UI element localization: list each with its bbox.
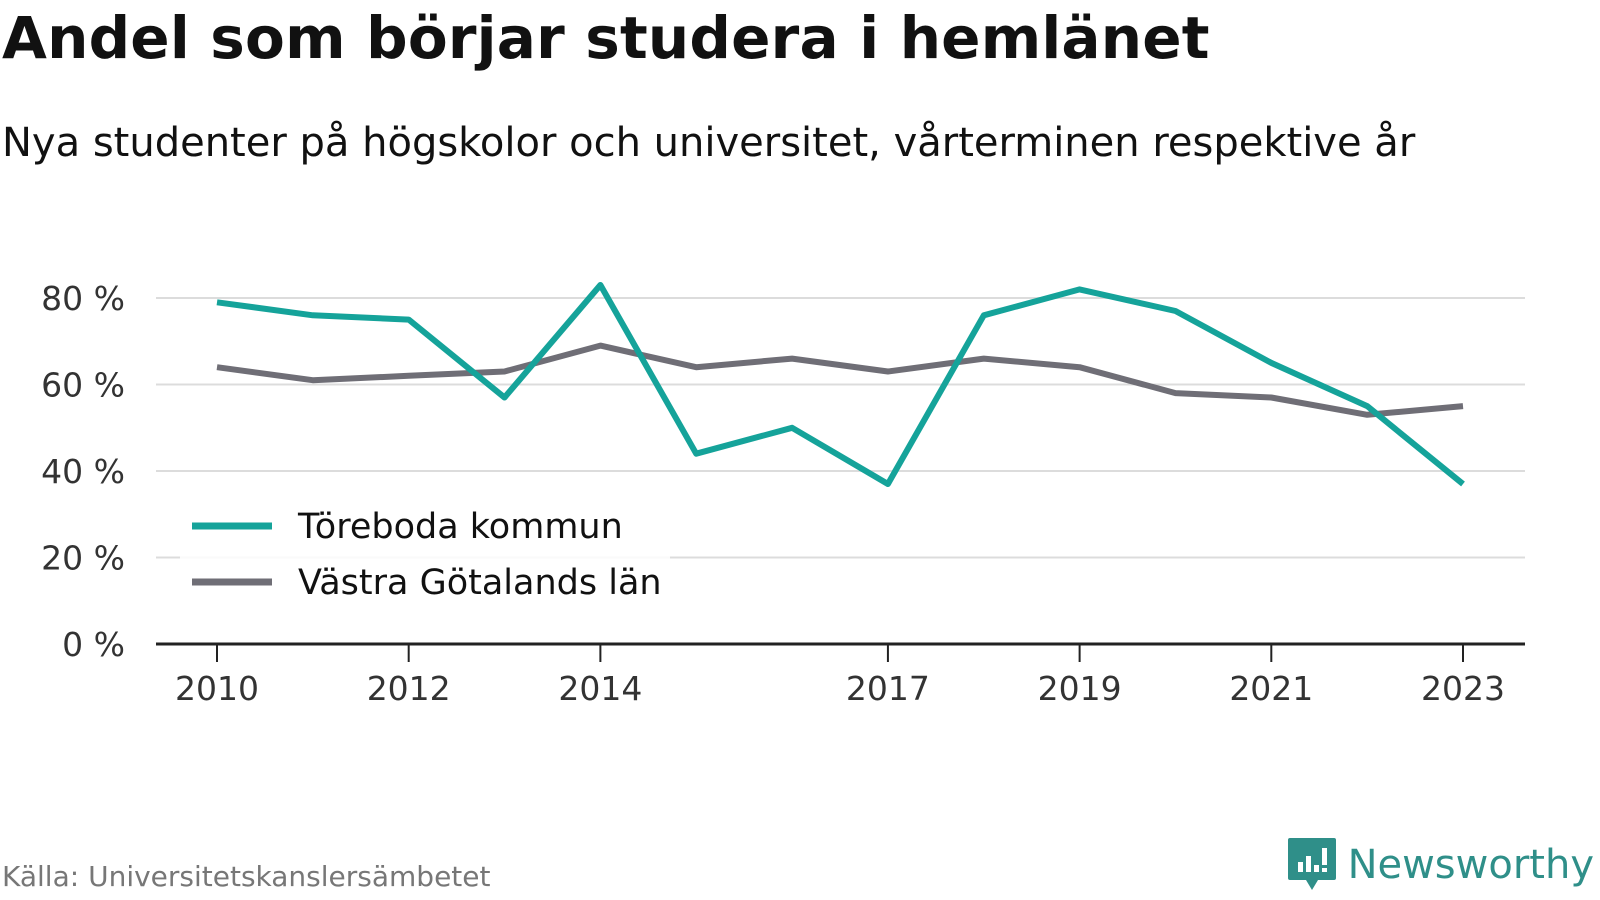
legend: Töreboda kommun Västra Götalands län [180, 500, 670, 612]
x-tick-label: 2023 [1421, 669, 1505, 708]
series-line-1 [216, 282, 1465, 487]
x-tick-label: 2014 [558, 669, 642, 708]
chart-title: Andel som börjar studera i hemlänet [2, 4, 1210, 72]
series-line-2 [216, 342, 1464, 418]
x-tick-label: 2012 [367, 669, 451, 708]
x-tick-label: 2019 [1038, 669, 1122, 708]
chart-subtitle: Nya studenter på högskolor och universit… [2, 120, 1416, 166]
legend-background [180, 500, 670, 612]
legend-label-2: Västra Götalands län [298, 563, 662, 603]
x-axis-ticks: 2010 2012 2014 2017 2019 2021 2023 [175, 644, 1505, 708]
y-tick-label: 20 % [41, 539, 125, 578]
source-note: Källa: Universitetskanslersämbetet [2, 860, 491, 893]
legend-label-1: Töreboda kommun [297, 507, 623, 547]
brand-name: Newsworthy [1347, 842, 1594, 888]
x-tick-label: 2021 [1229, 669, 1313, 708]
x-tick-label: 2010 [175, 669, 259, 708]
y-tick-label: 80 % [41, 279, 125, 318]
y-tick-label: 40 % [41, 452, 125, 491]
x-tick-label: 2017 [846, 669, 930, 708]
y-tick-label: 0 % [62, 625, 125, 664]
newsworthy-logo-icon [1287, 838, 1336, 890]
brand-logo: Newsworthy [1286, 836, 1594, 894]
series-lines [216, 282, 1465, 487]
y-axis-ticks: 0 % 20 % 40 % 60 % 80 % [41, 279, 125, 664]
y-tick-label: 60 % [41, 366, 125, 405]
